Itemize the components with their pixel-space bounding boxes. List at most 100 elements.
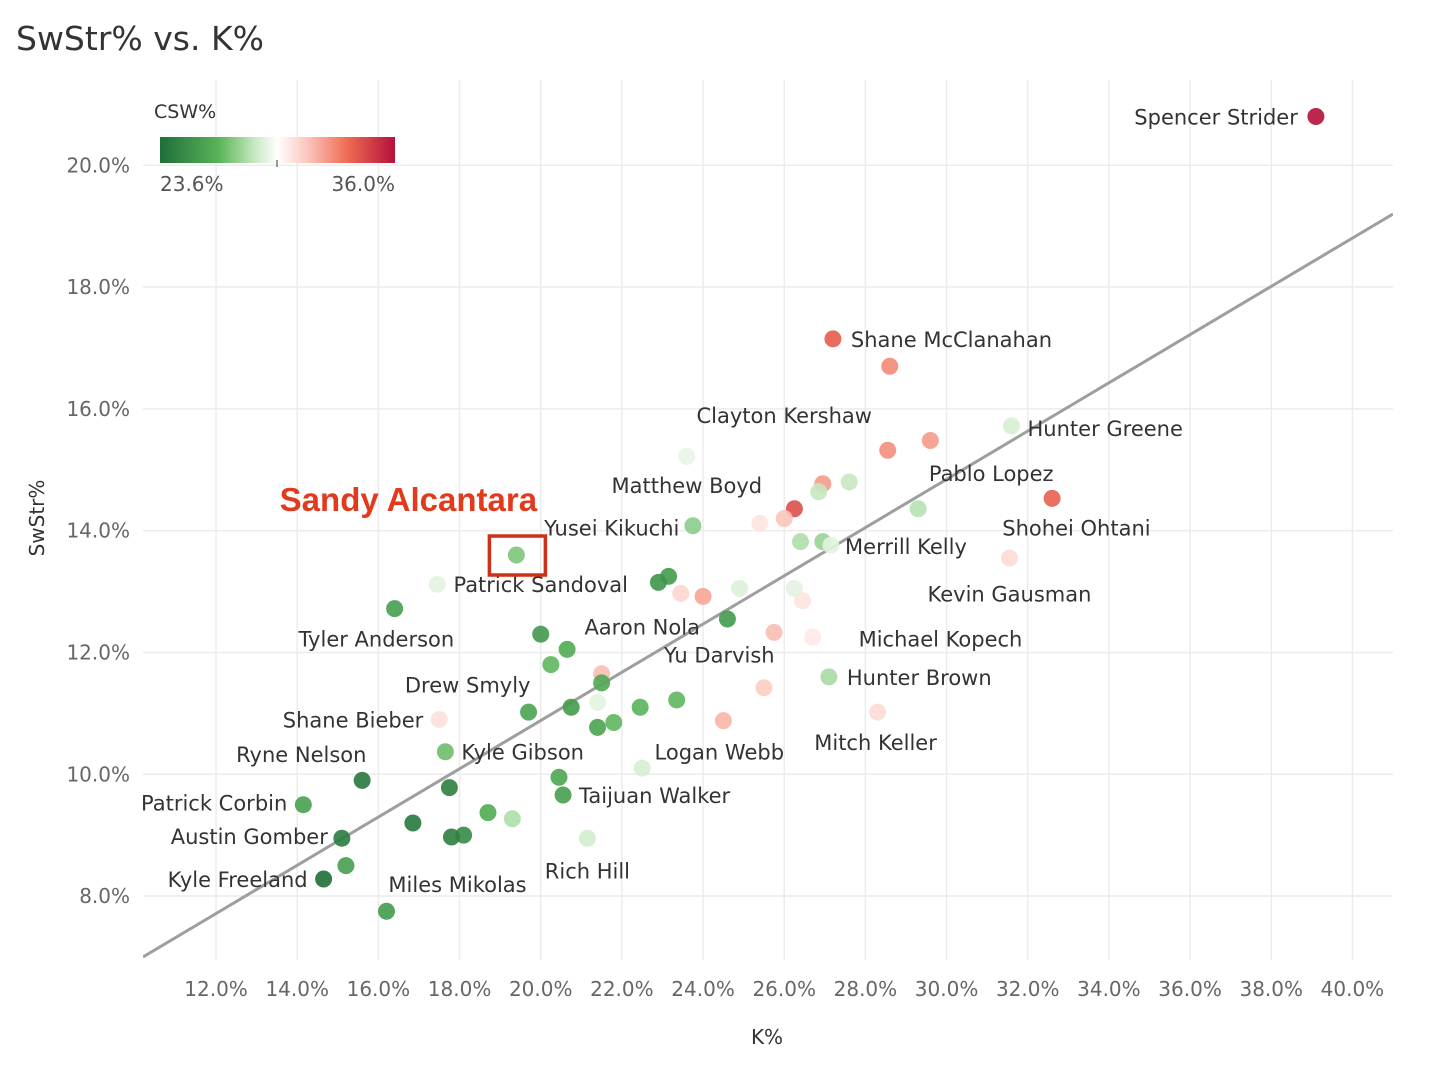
scatter-point (785, 580, 803, 598)
scatter-point (633, 759, 651, 777)
point-label: Kevin Gausman (928, 582, 1092, 606)
scatter-point (440, 779, 458, 797)
scatter-point (791, 533, 809, 551)
point-label: Rich Hill (545, 859, 630, 883)
point-label: Patrick Corbin (141, 792, 287, 816)
scatter-point (718, 610, 736, 628)
legend-max-label: 36.0% (331, 172, 395, 196)
scatter-point (1003, 417, 1021, 435)
point-label: Austin Gomber (171, 825, 328, 849)
point-label: Mitch Keller (814, 731, 937, 755)
x-tick-label: 20.0% (509, 977, 573, 1001)
x-tick-label: 32.0% (996, 977, 1060, 1001)
point-label: Shane Bieber (283, 708, 424, 732)
scatter-point (562, 698, 580, 716)
scatter-point (755, 679, 773, 697)
point-label: Kyle Freeland (168, 868, 308, 892)
x-tick-label: 14.0% (265, 977, 329, 1001)
point-label: Logan Webb (655, 741, 784, 765)
y-gridlines (143, 164, 1393, 897)
scatter-point (353, 771, 371, 789)
scatter-point (668, 691, 686, 709)
scatter-point (315, 870, 333, 888)
scatter-point (921, 432, 939, 450)
scatter-point (631, 698, 649, 716)
scatter-point (605, 713, 623, 731)
scatter-point (589, 693, 607, 711)
scatter-point (378, 902, 396, 920)
point-label: Hunter Brown (847, 666, 992, 690)
x-tick-label: 16.0% (347, 977, 411, 1001)
y-tick-label: 10.0% (66, 762, 130, 786)
x-tick-label: 12.0% (184, 977, 248, 1001)
scatter-point (694, 587, 712, 605)
point-labels: Spencer Strider Shane McClanahan Clayton K… (141, 106, 1298, 897)
scatter-point (869, 703, 887, 721)
point-label: Shane McClanahan (851, 328, 1052, 352)
scatter-point (554, 786, 572, 804)
point-label: Pablo Lopez (929, 462, 1054, 486)
scatter-point (578, 829, 596, 847)
x-tick-label: 22.0% (590, 977, 654, 1001)
scatter-point (532, 625, 550, 643)
legend-gradient-bar (160, 137, 395, 163)
highlight-box (487, 534, 548, 577)
scatter-point (678, 447, 696, 465)
scatter-point (1307, 108, 1325, 126)
scatter-point (479, 804, 497, 822)
trend-line (143, 212, 1393, 959)
y-tick-label: 20.0% (66, 153, 130, 177)
x-axis-label: K% (751, 1025, 783, 1049)
scatter-point (775, 509, 793, 527)
chart-title: SwStr% vs. K% (16, 19, 264, 58)
point-label: Ryne Nelson (236, 743, 366, 767)
x-tick-label: 34.0% (1077, 977, 1141, 1001)
scatter-point (542, 656, 560, 674)
scatter-point (714, 712, 732, 730)
y-tick-label: 12.0% (66, 640, 130, 664)
scatter-point (751, 514, 769, 532)
scatter-point (404, 814, 422, 832)
point-label: Matthew Boyd (612, 474, 763, 498)
point-label: Patrick Sandoval (453, 573, 628, 597)
point-label: Shohei Ohtani (1002, 517, 1150, 541)
x-tick-label: 36.0% (1158, 977, 1222, 1001)
x-tick-label: 24.0% (671, 977, 735, 1001)
scatter-point (337, 857, 355, 875)
scatter-point (333, 829, 351, 847)
scatter-point (503, 810, 521, 828)
scatter-point (824, 330, 842, 348)
scatter-point (1000, 549, 1018, 567)
scatter-point (430, 710, 448, 728)
x-tick-label: 30.0% (915, 977, 979, 1001)
scatter-point (909, 500, 927, 518)
y-tick-label: 8.0% (79, 884, 130, 908)
scatter-point (731, 580, 749, 598)
y-axis-ticks: 8.0% 10.0% 12.0% 14.0% 16.0% 18.0% 20.0% (66, 153, 130, 908)
scatter-point (649, 573, 667, 591)
scatter-point (436, 743, 454, 761)
point-label: Michael Kopech (859, 627, 1023, 651)
scatter-point (386, 600, 404, 618)
scatter-point (810, 483, 828, 501)
x-tick-label: 18.0% (428, 977, 492, 1001)
point-label: Aaron Nola (584, 615, 700, 639)
x-gridlines (215, 80, 1354, 960)
point-label: Miles Mikolas (388, 873, 526, 897)
scatter-point (684, 517, 702, 535)
x-axis-ticks: 12.0% 14.0% 16.0% 18.0% 20.0% 22.0% 24.0% 26.0%… (184, 977, 1384, 1001)
scatter-point (840, 473, 858, 491)
point-label: Hunter Greene (1028, 417, 1183, 441)
scatter-point (1043, 489, 1061, 507)
scatter-point (550, 768, 568, 786)
scatter-point (593, 674, 611, 692)
x-tick-label: 28.0% (834, 977, 898, 1001)
scatter-point (442, 828, 460, 846)
legend-title: CSW% (154, 101, 216, 123)
point-label: Drew Smyly (405, 674, 531, 698)
y-tick-label: 18.0% (66, 275, 130, 299)
legend-min-label: 23.6% (160, 172, 224, 196)
scatter-point (793, 592, 811, 610)
scatter-point (520, 703, 538, 721)
